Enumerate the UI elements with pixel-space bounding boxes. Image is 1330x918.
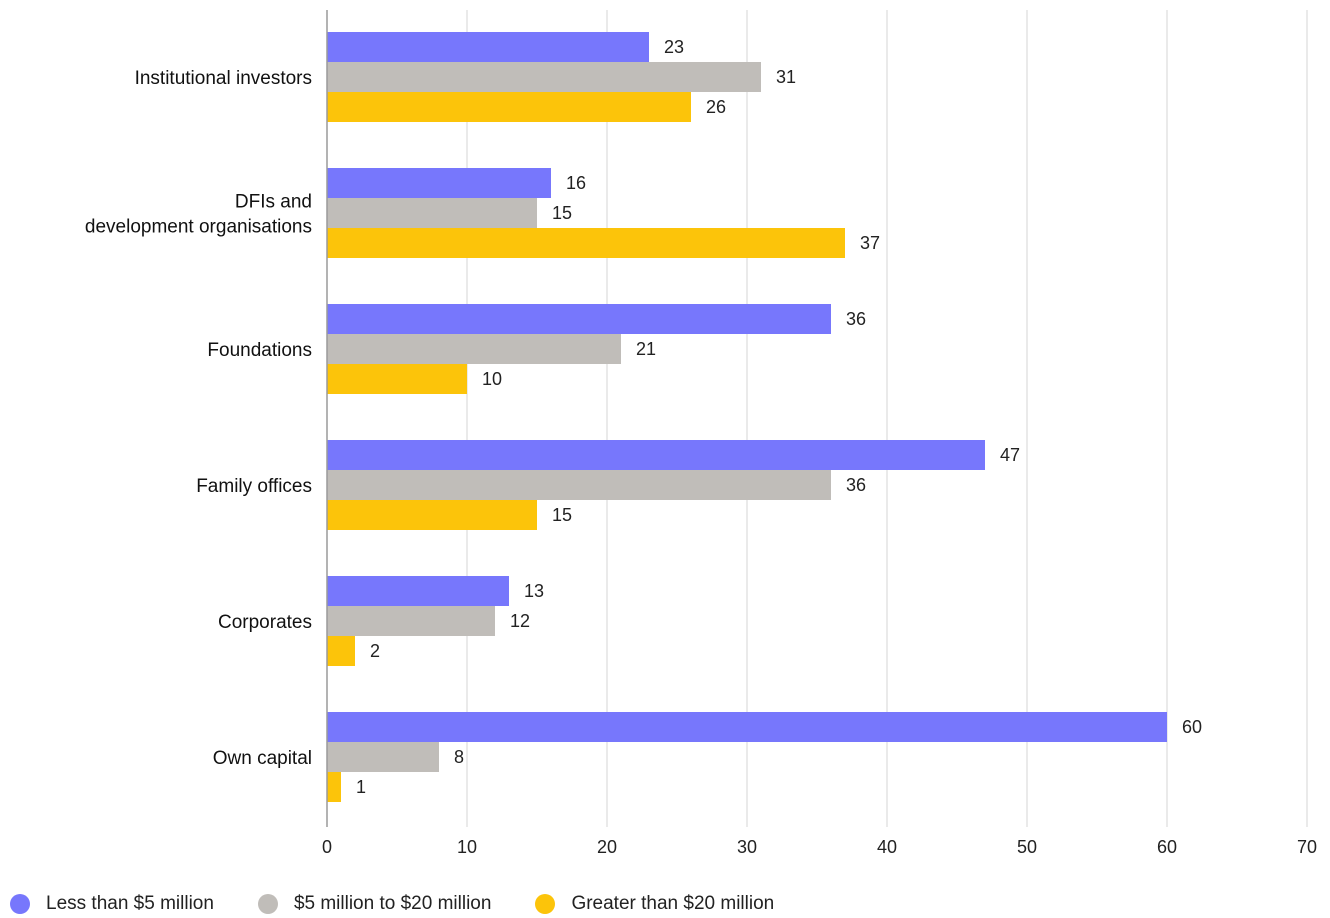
data-label: 12: [510, 611, 530, 631]
legend: Less than $5 million $5 million to $20 m…: [10, 890, 818, 918]
data-label: 15: [552, 505, 572, 525]
data-label: 2: [370, 641, 380, 661]
category-label: Institutional investors: [135, 68, 312, 89]
legend-label: Greater than $20 million: [571, 893, 775, 914]
bar: [327, 712, 1167, 742]
x-tick-label: 50: [1017, 837, 1037, 857]
bar: [327, 198, 537, 228]
data-label: 37: [860, 233, 880, 253]
data-label: 31: [776, 67, 796, 87]
x-tick-label: 10: [457, 837, 477, 857]
data-label: 1: [356, 777, 366, 797]
data-label: 13: [524, 581, 544, 601]
x-tick-label: 30: [737, 837, 757, 857]
bar: [327, 32, 649, 62]
bar: [327, 92, 691, 122]
bar: [327, 576, 509, 606]
legend-item-greater-than-20m: Greater than $20 million: [535, 893, 774, 915]
bar: [327, 742, 439, 772]
legend-label: $5 million to $20 million: [293, 893, 492, 914]
legend-swatch-icon: [535, 894, 556, 914]
bar: [327, 606, 495, 636]
x-tick-label: 70: [1297, 837, 1317, 857]
bar: [327, 440, 985, 470]
legend-swatch-icon: [257, 894, 278, 914]
bar: [327, 334, 621, 364]
bar: [327, 470, 831, 500]
bar: [327, 364, 467, 394]
data-label: 15: [552, 203, 572, 223]
data-label: 10: [482, 369, 502, 389]
category-label: Own capital: [213, 748, 312, 769]
legend-item-5m-to-20m: $5 million to $20 million: [257, 893, 492, 915]
data-label: 60: [1182, 717, 1202, 737]
data-label: 47: [1000, 445, 1020, 465]
x-tick-label: 20: [597, 837, 617, 857]
category-label: development organisations: [85, 217, 312, 238]
legend-item-less-than-5m: Less than $5 million: [10, 893, 214, 915]
bar: [327, 168, 551, 198]
data-label: 21: [636, 339, 656, 359]
bar: [327, 62, 761, 92]
bar: [327, 636, 355, 666]
category-label: Corporates: [218, 612, 312, 633]
x-tick-label: 60: [1157, 837, 1177, 857]
bar: [327, 304, 831, 334]
data-label: 16: [566, 173, 586, 193]
bar: [327, 500, 537, 530]
category-label: Family offices: [196, 476, 312, 497]
category-label: DFIs and: [235, 192, 312, 213]
x-tick-label: 0: [322, 837, 332, 857]
category-label: Foundations: [207, 340, 312, 361]
legend-label: Less than $5 million: [46, 893, 214, 914]
data-label: 36: [846, 475, 866, 495]
legend-swatch-icon: [10, 894, 30, 914]
data-label: 23: [664, 37, 684, 57]
bar: [327, 228, 845, 258]
data-label: 8: [454, 747, 464, 767]
data-label: 26: [706, 97, 726, 117]
bar: [327, 772, 341, 802]
x-tick-label: 40: [877, 837, 897, 857]
data-label: 36: [846, 309, 866, 329]
